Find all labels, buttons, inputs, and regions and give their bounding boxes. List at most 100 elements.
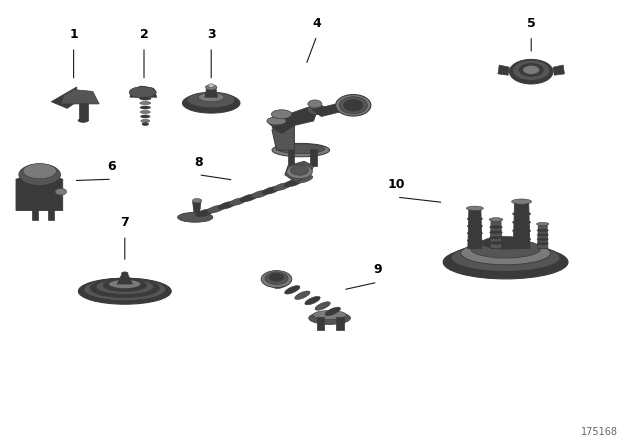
Ellipse shape — [109, 280, 141, 289]
Ellipse shape — [470, 239, 541, 258]
Polygon shape — [130, 86, 157, 97]
Ellipse shape — [307, 105, 326, 115]
Ellipse shape — [536, 222, 549, 226]
Bar — [32, 210, 38, 220]
Ellipse shape — [295, 291, 310, 299]
Ellipse shape — [537, 238, 548, 241]
Ellipse shape — [141, 120, 150, 123]
Ellipse shape — [285, 286, 300, 294]
Ellipse shape — [513, 60, 550, 80]
Ellipse shape — [129, 86, 156, 98]
Ellipse shape — [467, 232, 483, 235]
Ellipse shape — [78, 119, 88, 122]
Polygon shape — [312, 101, 349, 116]
Ellipse shape — [461, 241, 550, 265]
Text: 5: 5 — [527, 17, 536, 30]
Ellipse shape — [229, 198, 247, 206]
Ellipse shape — [23, 164, 56, 179]
Text: 4: 4 — [312, 17, 321, 30]
Ellipse shape — [489, 218, 503, 221]
Text: 6: 6 — [108, 160, 116, 173]
Ellipse shape — [240, 194, 258, 202]
Polygon shape — [193, 202, 201, 213]
Bar — [79, 103, 88, 120]
Polygon shape — [468, 208, 482, 249]
Ellipse shape — [509, 59, 553, 84]
Ellipse shape — [537, 242, 548, 245]
Ellipse shape — [467, 224, 483, 228]
Ellipse shape — [218, 202, 236, 209]
Ellipse shape — [188, 92, 236, 108]
Ellipse shape — [313, 310, 346, 319]
Polygon shape — [51, 87, 77, 108]
Ellipse shape — [451, 244, 560, 271]
Ellipse shape — [308, 100, 322, 108]
Ellipse shape — [198, 93, 224, 102]
Ellipse shape — [140, 110, 150, 114]
Ellipse shape — [196, 209, 214, 217]
Ellipse shape — [513, 237, 531, 241]
Ellipse shape — [482, 237, 530, 249]
Ellipse shape — [511, 199, 532, 204]
Ellipse shape — [291, 165, 308, 175]
Ellipse shape — [287, 164, 312, 179]
Ellipse shape — [205, 85, 217, 90]
Polygon shape — [272, 108, 317, 134]
Ellipse shape — [305, 297, 320, 305]
Text: 9: 9 — [373, 263, 382, 276]
Ellipse shape — [208, 84, 214, 87]
Text: 7: 7 — [120, 216, 129, 229]
Ellipse shape — [262, 186, 280, 194]
Ellipse shape — [275, 280, 290, 289]
Ellipse shape — [537, 229, 548, 232]
Ellipse shape — [140, 106, 150, 109]
Ellipse shape — [55, 188, 67, 195]
Text: 1: 1 — [69, 28, 78, 41]
Ellipse shape — [467, 206, 483, 211]
Ellipse shape — [339, 97, 367, 114]
Ellipse shape — [140, 97, 151, 100]
Polygon shape — [513, 202, 530, 249]
Text: 175168: 175168 — [580, 427, 618, 437]
Polygon shape — [538, 224, 548, 249]
Ellipse shape — [79, 278, 172, 304]
Ellipse shape — [513, 212, 531, 216]
Ellipse shape — [178, 212, 212, 222]
Bar — [48, 210, 54, 220]
Polygon shape — [205, 87, 218, 97]
Ellipse shape — [264, 275, 280, 283]
Bar — [288, 149, 294, 166]
Ellipse shape — [122, 272, 128, 275]
Polygon shape — [16, 172, 63, 211]
Ellipse shape — [192, 198, 202, 203]
Polygon shape — [553, 65, 564, 75]
Text: 10: 10 — [388, 178, 406, 191]
Ellipse shape — [90, 279, 159, 297]
Bar — [310, 149, 317, 166]
Bar — [317, 317, 324, 330]
Ellipse shape — [141, 115, 150, 118]
Ellipse shape — [295, 175, 313, 183]
Ellipse shape — [467, 217, 483, 220]
Ellipse shape — [269, 116, 294, 128]
Ellipse shape — [325, 307, 340, 315]
Ellipse shape — [490, 241, 502, 244]
Ellipse shape — [276, 144, 324, 154]
Ellipse shape — [271, 110, 292, 119]
Ellipse shape — [267, 117, 286, 125]
Polygon shape — [285, 161, 314, 182]
Polygon shape — [117, 273, 132, 284]
Ellipse shape — [272, 143, 330, 157]
Ellipse shape — [142, 123, 148, 125]
Bar — [336, 317, 344, 330]
Ellipse shape — [265, 272, 288, 284]
Ellipse shape — [490, 226, 502, 228]
Ellipse shape — [467, 239, 483, 242]
Ellipse shape — [335, 95, 371, 116]
Ellipse shape — [284, 179, 302, 187]
Ellipse shape — [207, 205, 225, 213]
Ellipse shape — [308, 312, 351, 324]
Ellipse shape — [96, 279, 154, 295]
Ellipse shape — [537, 233, 548, 236]
Ellipse shape — [269, 273, 284, 281]
